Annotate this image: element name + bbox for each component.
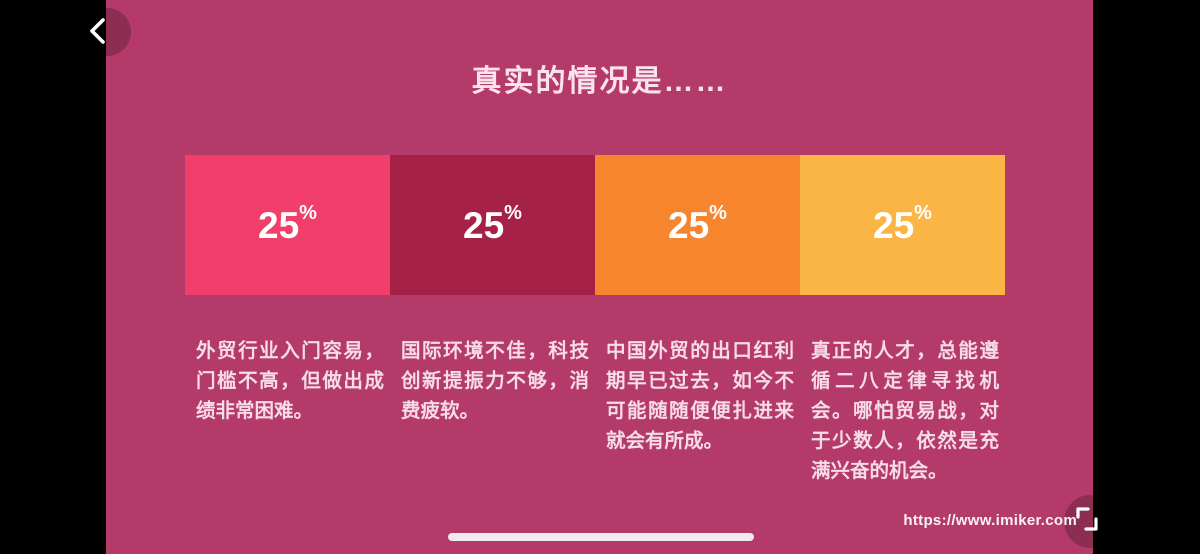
presentation-slide: 真实的情况是…… 25% 25% 25% 25% 外贸行业入门容易，门槛不高，但… <box>106 0 1093 554</box>
watermark-url: https://www.imiker.com <box>903 512 1077 529</box>
block-description-4: 真正的人才，总能遵循二八定律寻找机会。哪怕贸易战，对于少数人，依然是充满兴奋的机… <box>811 340 999 482</box>
home-indicator[interactable] <box>448 533 754 541</box>
percent-sign: % <box>299 202 317 224</box>
stat-value: 25 <box>258 204 300 246</box>
chevron-left-icon <box>87 15 109 52</box>
block-description-2: 国际环境不佳，科技创新提振力不够，消费疲软。 <box>401 340 589 422</box>
stat-blocks-row: 25% 25% 25% 25% <box>185 155 1005 295</box>
block-descriptions-row: 外贸行业入门容易，门槛不高，但做出成绩非常困难。 国际环境不佳，科技创新提振力不… <box>185 336 1005 486</box>
stat-block-3: 25% <box>595 155 800 295</box>
stat-block-2: 25% <box>390 155 595 295</box>
stat-value: 25 <box>668 204 710 246</box>
slide-title: 真实的情况是…… <box>471 65 728 98</box>
resize-corners-icon <box>1074 504 1100 537</box>
block-description-1: 外贸行业入门容易，门槛不高，但做出成绩非常困难。 <box>196 340 384 422</box>
stat-value: 25 <box>873 204 915 246</box>
back-button[interactable] <box>80 12 116 54</box>
percent-sign: % <box>914 202 932 224</box>
stat-block-4: 25% <box>800 155 1005 295</box>
percent-sign: % <box>504 202 522 224</box>
percent-sign: % <box>709 202 727 224</box>
fullscreen-toggle-button[interactable] <box>1070 502 1104 538</box>
stat-block-1: 25% <box>185 155 390 295</box>
stat-value: 25 <box>463 204 505 246</box>
block-description-3: 中国外贸的出口红利期早已过去，如今不可能随随便便扎进来就会有所成。 <box>606 340 794 452</box>
